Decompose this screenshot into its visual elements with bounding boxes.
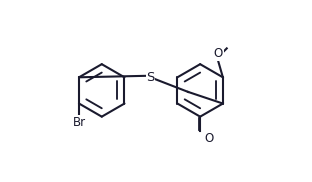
Text: S: S bbox=[146, 71, 154, 84]
Text: Br: Br bbox=[72, 116, 85, 129]
Text: O: O bbox=[205, 132, 214, 145]
Text: O: O bbox=[214, 47, 223, 60]
